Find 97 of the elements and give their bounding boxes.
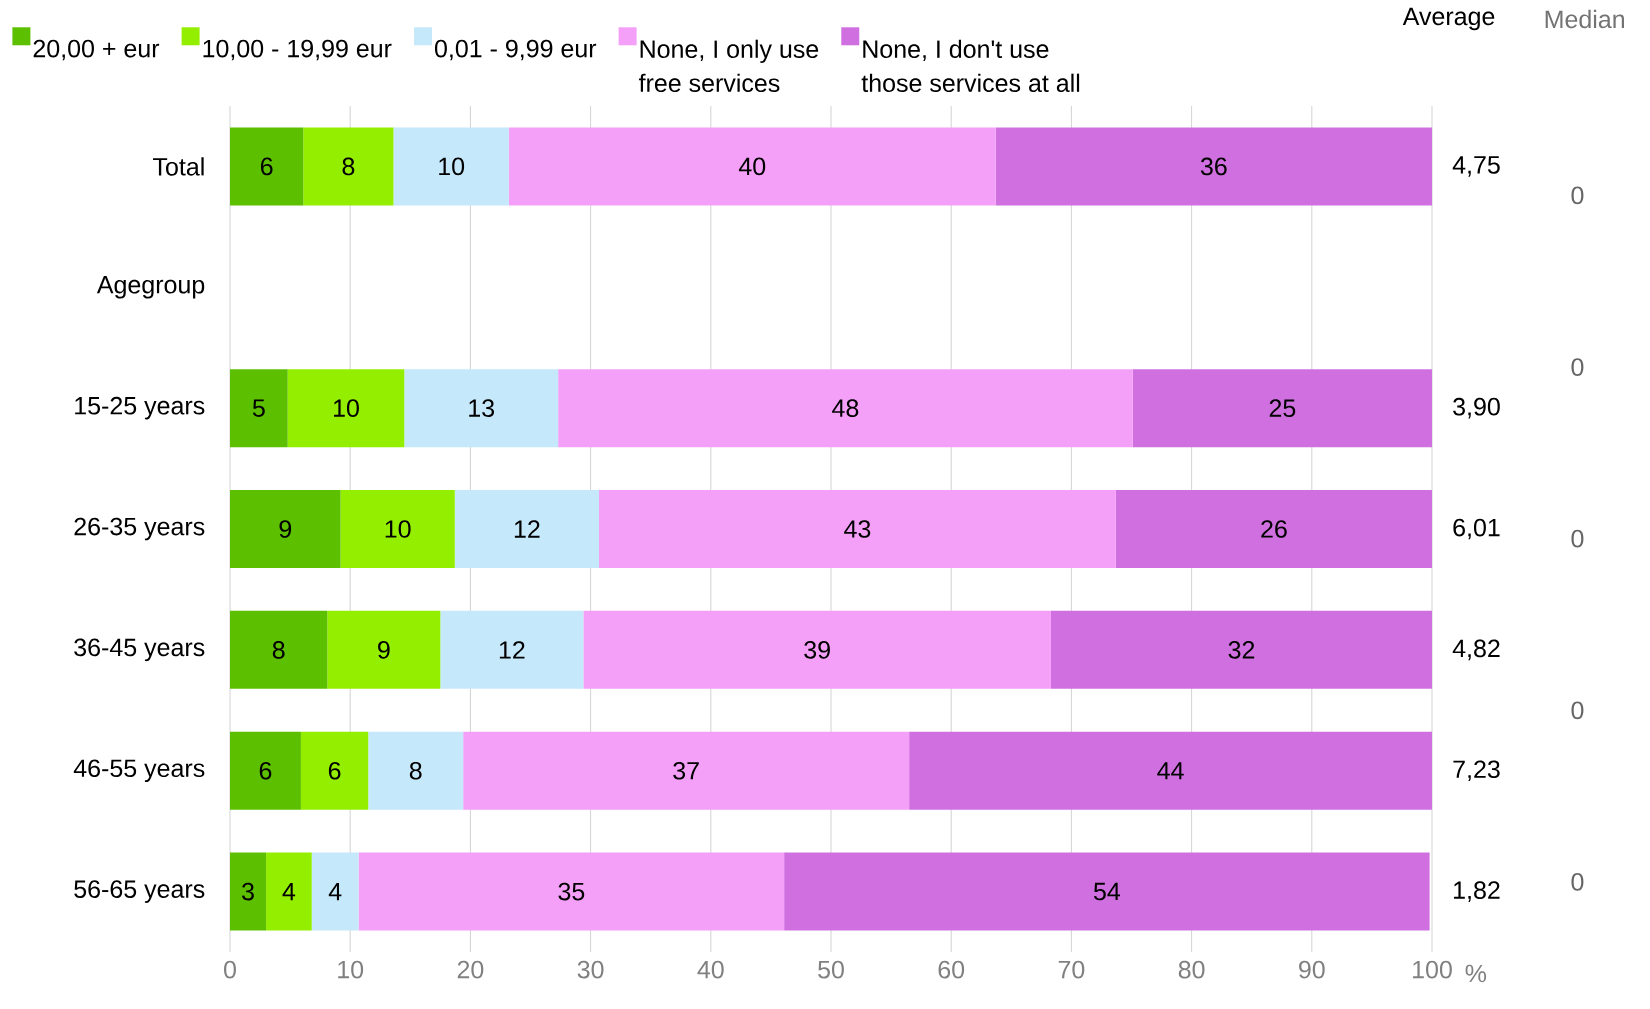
data-label: 44 — [1157, 762, 1184, 780]
text: Median — [1545, 9, 1624, 29]
bar — [303, 127, 394, 206]
y-tick-label: Total — [153, 157, 204, 176]
text: 1,82 — [1454, 881, 1500, 902]
data-label: 54 — [1093, 882, 1121, 901]
x-tick-label: 10 — [338, 960, 364, 979]
data-label: 5 — [252, 399, 265, 417]
bar — [230, 127, 304, 206]
bar — [393, 127, 509, 206]
y-tick-label: 36-45 years — [74, 638, 205, 662]
x-tick-label: 20 — [457, 960, 484, 979]
data-label: 12 — [514, 520, 540, 538]
text: 0 — [1571, 529, 1584, 548]
bar — [454, 490, 600, 569]
text: Average — [1402, 7, 1495, 31]
bar — [404, 369, 559, 448]
data-label: 48 — [832, 399, 859, 417]
bar — [440, 610, 584, 689]
data-label: 40 — [738, 157, 766, 176]
bar — [266, 852, 312, 931]
bar — [583, 610, 1051, 689]
bar — [358, 852, 785, 931]
x-tick-label: 90 — [1299, 960, 1325, 979]
bar — [599, 490, 1116, 569]
y-tick-label: Agegroup — [96, 276, 205, 299]
bar — [1050, 610, 1433, 689]
text: 4,82 — [1452, 639, 1500, 661]
data-label: 6 — [259, 761, 272, 780]
legend-label: None, I only use free services — [638, 39, 819, 93]
data-label: 6 — [328, 761, 341, 780]
y-tick-label: 46-55 years — [73, 759, 205, 783]
bar — [311, 852, 359, 931]
data-label: 9 — [279, 520, 292, 538]
data-label: 43 — [844, 520, 871, 538]
bar — [230, 610, 328, 689]
bar — [1115, 490, 1433, 569]
bar — [368, 731, 464, 810]
bar — [230, 852, 267, 931]
data-label: 36 — [1200, 157, 1227, 176]
x-tick-label: 50 — [818, 960, 844, 979]
bar — [230, 731, 301, 810]
data-label: 25 — [1269, 399, 1296, 417]
data-label: 32 — [1228, 641, 1255, 659]
legend-label: None, I don't use those services at all — [861, 39, 1080, 93]
x-tick-label: 30 — [577, 960, 604, 979]
text: 3,90 — [1453, 397, 1500, 419]
text: 4,75 — [1452, 156, 1500, 177]
data-label: 10 — [439, 157, 465, 176]
data-label: 3 — [242, 882, 254, 901]
data-label: 4 — [282, 882, 296, 901]
text: 0 — [1571, 358, 1584, 376]
legend-label: 20,00 + eur — [33, 39, 160, 61]
bar — [300, 731, 369, 810]
bar — [909, 731, 1433, 810]
x-tick-label: 80 — [1178, 960, 1205, 979]
x-tick-label: 70 — [1058, 960, 1085, 979]
bar — [230, 369, 288, 448]
bar — [230, 490, 341, 569]
x-tick-label: 40 — [697, 960, 724, 979]
text: 0 — [1571, 186, 1584, 205]
legend-label: 10,00 - 19,99 eur — [203, 39, 392, 61]
data-label: 8 — [342, 157, 355, 176]
data-label: 10 — [385, 520, 411, 538]
bar — [784, 852, 1430, 931]
bar — [558, 369, 1133, 448]
bar — [1132, 369, 1433, 448]
data-label: 35 — [558, 882, 585, 901]
text: 0 — [1571, 701, 1584, 720]
data-label: 12 — [499, 641, 525, 659]
text: 0 — [1571, 873, 1584, 891]
bar — [463, 731, 910, 810]
bar — [508, 127, 996, 206]
data-label: 37 — [673, 761, 699, 780]
data-label: 9 — [378, 641, 390, 659]
data-label: 39 — [804, 641, 830, 659]
data-label: 6 — [260, 157, 273, 176]
data-label: 4 — [328, 882, 342, 901]
bar — [287, 369, 405, 448]
x-axis-title: % — [1465, 964, 1487, 983]
data-label: 26 — [1261, 520, 1287, 538]
legend-label: 0,01 - 9,99 eur — [434, 39, 597, 61]
data-label: 8 — [409, 761, 422, 780]
x-tick-label: 0 — [224, 960, 236, 979]
y-tick-label: 15-25 years — [75, 396, 205, 420]
bar — [995, 127, 1433, 206]
text: 7,23 — [1453, 760, 1500, 782]
data-label: 13 — [469, 399, 495, 417]
y-tick-label: 26-35 years — [74, 517, 205, 541]
x-tick-label: 100 — [1413, 960, 1452, 979]
text: 6,01 — [1453, 518, 1500, 540]
y-tick-label: 56-65 years — [74, 880, 205, 903]
x-tick-label: 60 — [938, 960, 965, 979]
data-label: 8 — [272, 641, 285, 659]
bar — [340, 490, 455, 569]
bar — [327, 610, 441, 689]
data-label: 10 — [334, 399, 359, 417]
